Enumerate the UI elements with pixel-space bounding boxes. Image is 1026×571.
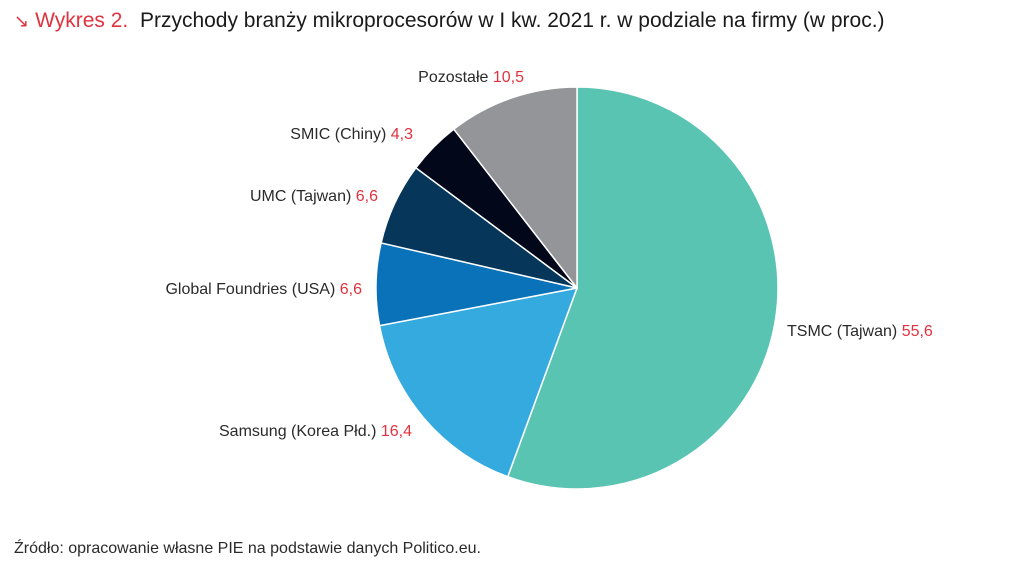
slice-label-name: UMC (Tajwan) xyxy=(250,188,356,205)
slice-label-name: Samsung (Korea Płd.) xyxy=(219,423,381,440)
slice-value-label: 6,6 xyxy=(356,188,378,205)
pie-slice-0 xyxy=(506,86,779,490)
chart-title: ↘ Wykres 2. Przychody branży mikroproceso… xyxy=(14,9,885,33)
slice-label-name: TSMC (Tajwan) xyxy=(787,323,902,340)
slice-label-name: Pozostałe xyxy=(418,69,493,86)
chart-number: Wykres 2. xyxy=(35,9,129,32)
slice-value-label: 16,4 xyxy=(381,423,412,440)
slice-label-0: TSMC (Tajwan) 55,6 xyxy=(787,323,933,340)
arrow-down-right-icon: ↘ xyxy=(14,11,30,31)
slice-label-1: Samsung (Korea Płd.) 16,4 xyxy=(219,423,412,440)
slice-label-5: Pozostałe 10,5 xyxy=(418,69,524,86)
source-note: Źródło: opracowanie własne PIE na podsta… xyxy=(14,540,481,557)
slice-value-label: 55,6 xyxy=(902,323,933,340)
slice-value-label: 10,5 xyxy=(493,69,524,86)
slice-value-label: 6,6 xyxy=(340,281,362,298)
pie-slice-5 xyxy=(452,86,578,291)
slice-label-name: SMIC (Chiny) xyxy=(290,126,390,143)
slice-label-2: Global Foundries (USA) 6,6 xyxy=(165,281,362,298)
slice-label-name: Global Foundries (USA) xyxy=(165,281,339,298)
chart-title-text: Przychody branży mikroprocesorów w I kw.… xyxy=(139,9,885,32)
slice-label-3: UMC (Tajwan) 6,6 xyxy=(250,188,378,205)
pie-slice-1 xyxy=(378,287,579,478)
slice-value-label: 4,3 xyxy=(391,126,413,143)
slice-label-4: SMIC (Chiny) 4,3 xyxy=(290,126,413,143)
